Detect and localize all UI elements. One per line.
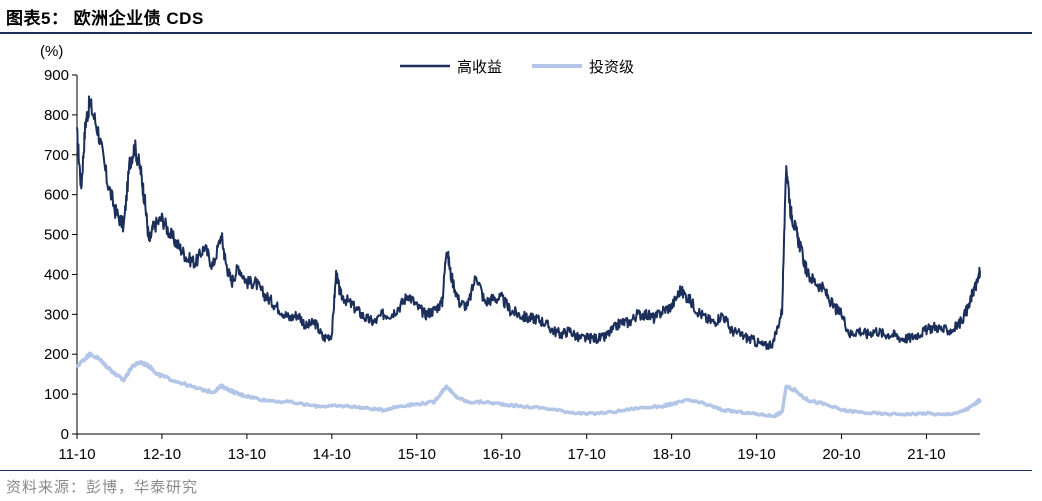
series-line-high-yield: [76, 95, 981, 351]
x-tick-label: 11-10: [58, 446, 95, 463]
y-tick-label: 300: [44, 306, 69, 323]
x-tick-label: 14-10: [313, 446, 351, 463]
y-tick-label: 600: [44, 187, 69, 204]
axes: 0 100 200 300 400 500 600 700 800 900 (%) 11-10 12-1…: [40, 43, 980, 463]
y-tick-label: 900: [44, 67, 69, 84]
x-tick-label: 18-10: [652, 446, 690, 463]
legend: 高收益 投资级: [400, 59, 634, 76]
x-tick-label: 17-10: [568, 446, 606, 463]
source-note: 资料来源：彭博，华泰研究: [6, 479, 199, 496]
x-tick-label: 15-10: [398, 446, 436, 463]
y-tick-label: 400: [44, 266, 69, 283]
x-tick-label: 12-10: [143, 446, 181, 463]
x-tick-label: 13-10: [228, 446, 266, 463]
x-tick-label: 19-10: [737, 446, 775, 463]
legend-label: 投资级: [589, 59, 634, 76]
y-tick-label: 700: [44, 147, 69, 164]
chart-title: 图表5： 欧洲企业债 CDS: [6, 9, 204, 28]
source-divider: [0, 470, 1032, 471]
y-unit-label: (%): [40, 43, 63, 60]
y-tick-label: 800: [44, 107, 69, 124]
series-layer: [75, 95, 982, 419]
y-tick-label: 0: [61, 426, 69, 443]
x-tick-label: 21-10: [907, 446, 945, 463]
y-tick-label: 500: [44, 227, 69, 244]
y-tick-label: 200: [44, 346, 69, 363]
x-tick-label: 16-10: [483, 446, 521, 463]
x-tick-label: 20-10: [822, 446, 860, 463]
series-line-investment-grade: [75, 351, 982, 419]
legend-label: 高收益: [457, 59, 502, 76]
y-tick-label: 100: [44, 386, 69, 403]
title-divider: [0, 32, 1032, 34]
